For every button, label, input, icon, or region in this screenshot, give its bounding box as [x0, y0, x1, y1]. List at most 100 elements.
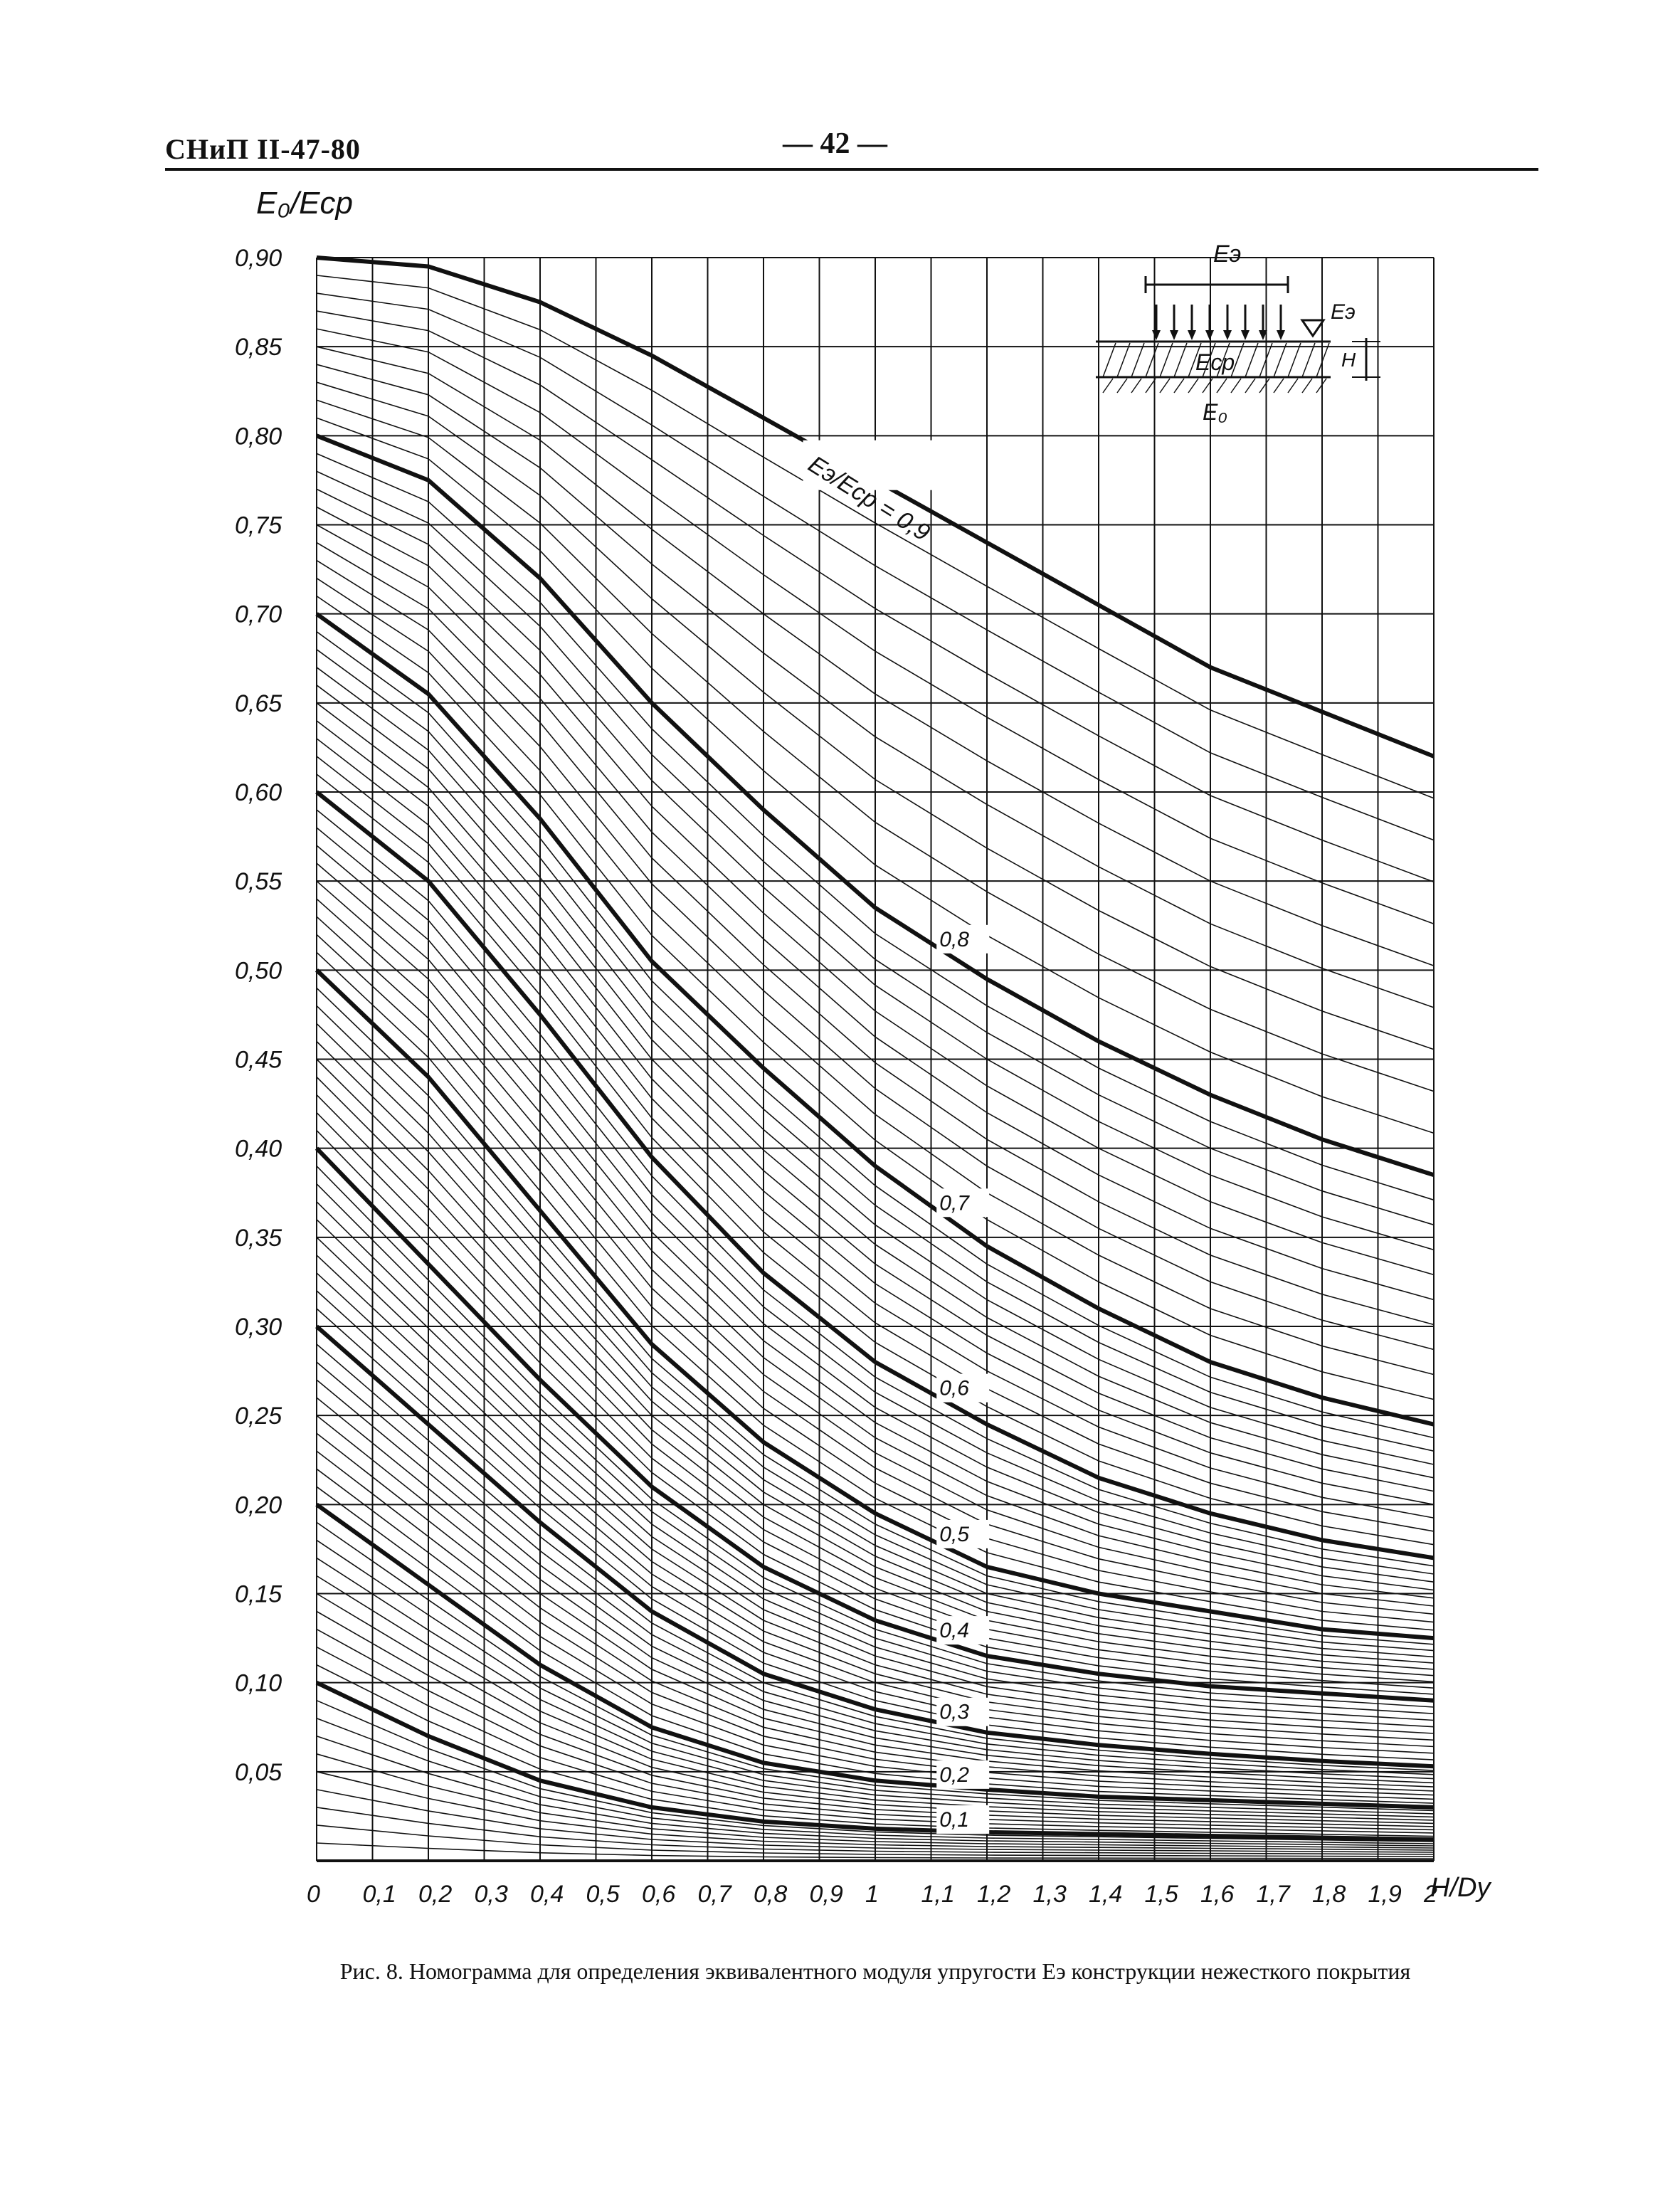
- y-tick-label: 0,40: [235, 1136, 282, 1163]
- interpolation-line: [316, 1076, 1435, 1677]
- interpolation-line: [316, 1789, 1435, 1853]
- document-code: СНиП II-47-80: [165, 133, 361, 165]
- curve-label: 0,8: [939, 928, 969, 951]
- interpolation-line: [316, 488, 1435, 1251]
- x-tick-label: 0,4: [530, 1881, 564, 1908]
- arrowhead-icon: [1259, 330, 1267, 340]
- series-line: [315, 790, 1435, 1561]
- x-tick-label: 1: [865, 1881, 879, 1908]
- interpolation-line: [316, 1593, 1435, 1825]
- interpolation-line: [316, 649, 1435, 1452]
- interpolation-line: [316, 1468, 1435, 1800]
- label-background: [936, 1697, 990, 1726]
- interpolation-line: [316, 720, 1435, 1506]
- interpolation-line: [316, 1308, 1435, 1760]
- x-tick-label: 0: [307, 1881, 320, 1908]
- surface-marker-icon: [1300, 319, 1326, 338]
- x-tick-label: 0,6: [642, 1881, 675, 1908]
- interpolation-line: [316, 453, 1435, 1201]
- interpolation-line: [316, 1183, 1435, 1714]
- interpolation-line: [316, 773, 1435, 1546]
- hatch-line: [1301, 378, 1313, 394]
- hatch-line: [1316, 378, 1327, 394]
- hatch-line: [1116, 342, 1131, 378]
- hatch-line: [1131, 378, 1142, 394]
- interpolation-line: [316, 916, 1435, 1615]
- hatch-line: [1273, 378, 1284, 394]
- hatch-line: [1202, 378, 1213, 394]
- x-axis-label: H/Dу: [1430, 1873, 1491, 1903]
- series-line: [315, 1324, 1435, 1769]
- hatch-line: [1145, 342, 1159, 378]
- label-background: [936, 924, 990, 954]
- interpolation-line: [316, 381, 1435, 1050]
- y-tick-label: 0,15: [235, 1581, 282, 1608]
- interpolation-line: [316, 1290, 1435, 1754]
- y-axis-label: E₀/Eср: [256, 186, 353, 221]
- interpolation-line: [316, 951, 1435, 1631]
- inset-top-label: Eэ: [1213, 241, 1241, 268]
- y-tick-label: 0,80: [235, 423, 282, 450]
- interpolation-line: [316, 1343, 1435, 1771]
- interpolation-line: [316, 667, 1435, 1465]
- y-tick-label: 0,70: [235, 601, 282, 628]
- hatch-line: [1259, 378, 1270, 394]
- load-arrows: [1152, 305, 1285, 340]
- interpolation-line: [316, 1610, 1435, 1827]
- hatch-line: [1316, 342, 1330, 378]
- interpolation-line: [316, 1486, 1435, 1804]
- interpolation-line: [316, 1272, 1435, 1748]
- x-tick-label: 1,2: [977, 1881, 1010, 1908]
- main-curves: [315, 255, 1435, 1842]
- interpolation-line: [316, 1717, 1435, 1844]
- hatch-line: [1230, 378, 1242, 394]
- hatch-line: [1216, 378, 1227, 394]
- x-tick-label: 0,9: [810, 1881, 843, 1908]
- interpolation-line: [316, 470, 1435, 1226]
- x-tick-label: 1,4: [1089, 1881, 1122, 1908]
- hatch-line: [1287, 342, 1301, 378]
- interpolation-line: [316, 1539, 1435, 1815]
- interpolation-line: [316, 1023, 1435, 1658]
- interpolation-line: [316, 1130, 1435, 1695]
- interpolation-line: [316, 1825, 1435, 1857]
- interpolation-line: [316, 1699, 1435, 1842]
- series-line: [315, 1146, 1435, 1703]
- inset-layer-label: Eср: [1195, 349, 1235, 375]
- arrowhead-icon: [1152, 330, 1161, 340]
- hatch-line: [1102, 378, 1114, 394]
- label-background: [803, 440, 946, 490]
- hatch-line: [1301, 342, 1316, 378]
- interpolation-line: [316, 987, 1435, 1645]
- arrowhead-icon: [1170, 330, 1178, 340]
- interpolation-line: [316, 809, 1435, 1567]
- hatch-line: [1173, 342, 1188, 378]
- hatch-line: [1159, 378, 1171, 394]
- x-tick-label: 0,3: [475, 1881, 508, 1908]
- label-background: [936, 1805, 990, 1834]
- curve-label: 0,3: [939, 1701, 969, 1724]
- interpolation-line: [316, 880, 1435, 1599]
- interpolation-line: [316, 595, 1435, 1400]
- interpolation-line: [316, 346, 1435, 966]
- interpolation-line: [316, 1005, 1435, 1652]
- x-tick-label: 1,3: [1033, 1881, 1067, 1908]
- interpolation-line: [316, 1058, 1435, 1670]
- interpolation-line: [316, 1557, 1435, 1818]
- hatch-line: [1116, 378, 1128, 394]
- series-line: [315, 1502, 1435, 1810]
- interpolation-line: [316, 898, 1435, 1607]
- interpolation-line: [316, 1628, 1435, 1831]
- arrowhead-icon: [1205, 330, 1214, 340]
- layer-hatching: [1102, 342, 1330, 394]
- hatch-line: [1188, 378, 1199, 394]
- interpolation-line: [316, 1646, 1435, 1834]
- series-line: [315, 612, 1435, 1427]
- x-tick-label: 0,5: [586, 1881, 620, 1908]
- y-tick-label: 0,90: [235, 245, 282, 272]
- hatch-line: [1159, 342, 1173, 378]
- interpolation-curves: [316, 275, 1435, 1859]
- label-background: [936, 1188, 990, 1218]
- hatch-line: [1259, 342, 1273, 378]
- interpolation-line: [316, 1842, 1435, 1859]
